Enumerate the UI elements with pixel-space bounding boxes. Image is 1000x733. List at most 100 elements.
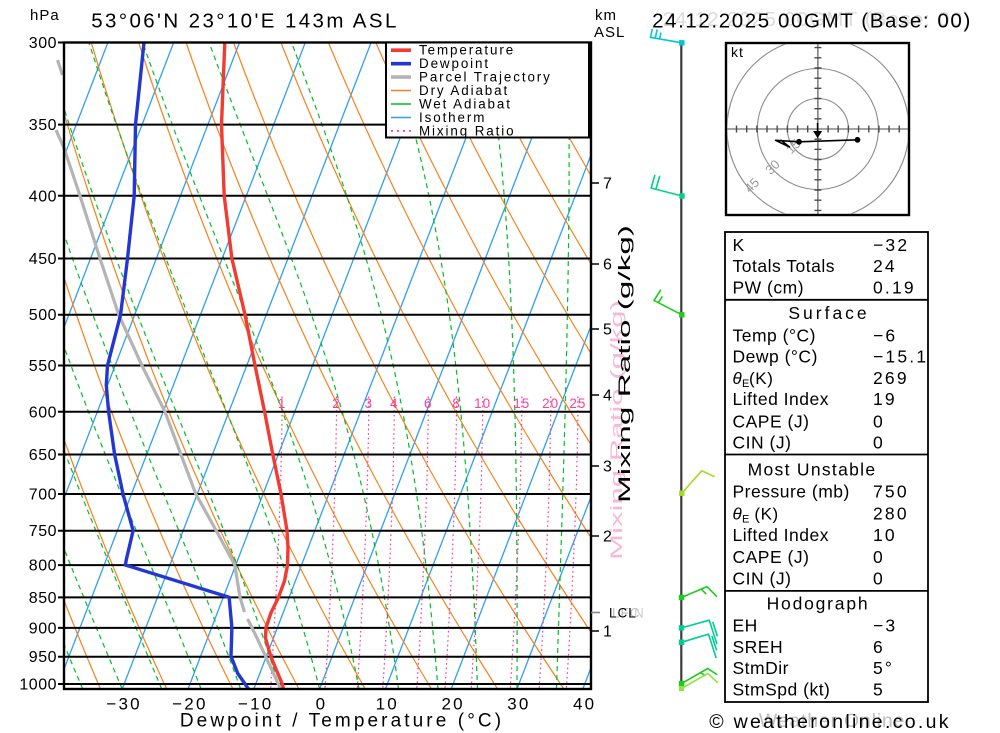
svg-text:500: 500: [29, 307, 57, 324]
svg-text:Lifted Index: Lifted Index: [733, 525, 829, 545]
svg-text:hPa: hPa: [30, 7, 60, 24]
svg-text:950: 950: [29, 649, 57, 666]
svg-text:Totals Totals: Totals Totals: [733, 256, 835, 276]
svg-text:Surface: Surface: [788, 303, 869, 323]
svg-text:Pressure (mb): Pressure (mb): [733, 482, 850, 502]
svg-text:3: 3: [603, 459, 612, 476]
svg-text:24.12.2025 00GMT (Base: 00): 24.12.2025 00GMT (Base: 00): [663, 8, 972, 31]
svg-text:7: 7: [603, 176, 612, 193]
svg-text:350: 350: [29, 117, 57, 134]
svg-text:280: 280: [873, 504, 909, 524]
svg-text:700: 700: [29, 487, 57, 504]
svg-text:−15.1: −15.1: [873, 346, 928, 366]
svg-text:StmDir: StmDir: [733, 658, 789, 678]
svg-text:LCL: LCL: [609, 606, 637, 621]
svg-text:CAPE (J): CAPE (J): [733, 547, 810, 567]
svg-text:650: 650: [29, 447, 57, 464]
svg-text:E: E: [742, 378, 749, 390]
svg-text:6: 6: [424, 396, 433, 411]
svg-text:24.12.2025 00GMT (Base: 00): 24.12.2025 00GMT (Base: 00): [652, 10, 972, 33]
svg-text:Lifted Index: Lifted Index: [733, 389, 829, 409]
svg-text:300: 300: [29, 35, 57, 52]
svg-text:Dewpoint: Dewpoint: [419, 56, 490, 71]
svg-text:N: N: [634, 606, 644, 621]
svg-text:6: 6: [603, 257, 612, 274]
svg-text:−3: −3: [873, 616, 897, 636]
svg-text:269: 269: [873, 368, 909, 388]
svg-text:Weather Online: Weather Online: [759, 710, 905, 732]
svg-text:6: 6: [873, 637, 885, 657]
svg-text:2: 2: [332, 396, 341, 411]
svg-text:0: 0: [873, 547, 885, 567]
svg-text:0: 0: [873, 432, 885, 452]
svg-text:−6: −6: [873, 326, 897, 346]
svg-text:750: 750: [873, 482, 909, 502]
svg-text:StmSpd (kt): StmSpd (kt): [733, 679, 831, 699]
svg-text:450: 450: [29, 251, 57, 268]
svg-text:10: 10: [376, 695, 399, 714]
svg-text:CIN (J): CIN (J): [733, 432, 792, 452]
svg-text:40: 40: [573, 695, 596, 714]
svg-text:0: 0: [873, 412, 885, 432]
svg-text:−32: −32: [873, 235, 909, 255]
svg-text:Dewpoint / Temperature (°C): Dewpoint / Temperature (°C): [180, 711, 504, 732]
svg-text:Dewp (°C): Dewp (°C): [733, 346, 818, 366]
svg-text:−20: −20: [172, 695, 207, 714]
svg-text:SREH: SREH: [733, 637, 784, 657]
svg-text:600: 600: [29, 404, 57, 421]
svg-text:10: 10: [474, 396, 491, 411]
svg-text:800: 800: [29, 558, 57, 575]
svg-text:Mixing Ratio (g/kg): Mixing Ratio (g/kg): [615, 225, 634, 503]
svg-text:2: 2: [603, 529, 612, 546]
svg-text:4: 4: [390, 396, 399, 411]
svg-text:Mixing Ratio (g/kg): Mixing Ratio (g/kg): [607, 300, 626, 560]
svg-text:4: 4: [603, 388, 612, 405]
svg-text:Dry Adiabat: Dry Adiabat: [419, 83, 509, 98]
svg-text:900: 900: [29, 620, 57, 637]
svg-text:CAPE (J): CAPE (J): [733, 412, 810, 432]
svg-text:550: 550: [29, 358, 57, 375]
svg-text:5°: 5°: [873, 658, 894, 678]
svg-text:5: 5: [873, 679, 885, 699]
svg-text:850: 850: [29, 590, 57, 607]
svg-text:5: 5: [603, 322, 612, 339]
svg-text:Hodograph: Hodograph: [767, 593, 870, 613]
svg-text:LFC: LFC: [612, 606, 641, 621]
svg-text:θ: θ: [733, 505, 743, 524]
svg-text:53°06'N 23°10'E 143m ASL: 53°06'N 23°10'E 143m ASL: [91, 10, 399, 33]
svg-text:EH: EH: [733, 616, 758, 636]
svg-text:© weatheronline.co.uk: © weatheronline.co.uk: [709, 711, 951, 733]
svg-text:Temp (°C): Temp (°C): [733, 326, 816, 346]
svg-text:E: E: [742, 514, 749, 526]
svg-text:K: K: [733, 235, 745, 255]
svg-text:Isotherm: Isotherm: [419, 110, 486, 125]
svg-text:Parcel Trajectory: Parcel Trajectory: [419, 70, 552, 85]
svg-text:Mixing Ratio: Mixing Ratio: [419, 123, 515, 138]
svg-text:15: 15: [513, 396, 530, 411]
svg-text:20: 20: [441, 695, 464, 714]
svg-text:1000: 1000: [19, 677, 57, 694]
svg-text:θ: θ: [733, 369, 743, 388]
svg-text:(K): (K): [749, 369, 773, 388]
svg-text:25: 25: [569, 396, 586, 411]
svg-text:400: 400: [29, 188, 57, 205]
svg-text:kt: kt: [731, 44, 744, 60]
svg-text:0.19: 0.19: [873, 278, 916, 298]
svg-text:CIN (J): CIN (J): [733, 569, 792, 589]
svg-text:Most Unstable: Most Unstable: [748, 459, 877, 479]
svg-text:km: km: [595, 7, 617, 24]
svg-text:(K): (K): [749, 505, 779, 524]
svg-text:1: 1: [278, 396, 287, 411]
svg-text:30: 30: [507, 695, 530, 714]
svg-text:24: 24: [873, 256, 897, 276]
svg-text:10: 10: [873, 525, 897, 545]
svg-text:−30: −30: [106, 695, 141, 714]
svg-text:8: 8: [452, 396, 461, 411]
svg-text:3: 3: [365, 396, 374, 411]
svg-text:750: 750: [29, 523, 57, 540]
svg-text:19: 19: [873, 389, 897, 409]
svg-text:Temperature: Temperature: [419, 43, 515, 58]
svg-text:0: 0: [873, 569, 885, 589]
svg-text:20: 20: [542, 396, 559, 411]
svg-text:0: 0: [316, 695, 328, 714]
